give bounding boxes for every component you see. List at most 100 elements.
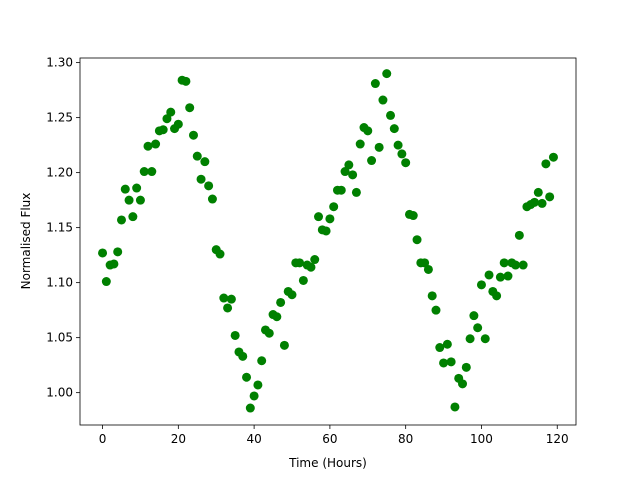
x-axis-label: Time (Hours) [288,456,367,470]
point [207,194,217,204]
x-tick-label: 20 [171,432,186,446]
point [158,125,168,135]
point [279,340,289,350]
point [469,311,479,321]
point [116,215,126,225]
point [298,275,308,285]
point [310,255,320,265]
point [181,76,191,86]
point [192,151,202,161]
x-tick-label: 0 [99,432,107,446]
y-axis-label: Normalised Flux [19,193,33,290]
point [219,293,229,303]
point [423,264,433,274]
point [253,380,263,390]
point [431,305,441,315]
point [245,403,255,413]
point [397,149,407,159]
point [101,277,111,287]
point [344,160,354,170]
point [276,297,286,307]
point [514,230,524,240]
point [204,181,214,191]
x-tick-label: 60 [322,432,337,446]
point [382,69,392,79]
x-tick-label: 120 [546,432,569,446]
point [518,260,528,270]
point [128,212,138,222]
point [492,291,502,301]
point [427,291,437,301]
point [378,95,388,105]
point [306,262,316,272]
point [151,139,161,149]
point [465,334,475,344]
point [461,362,471,372]
point [287,290,297,300]
point [230,330,240,340]
point [533,187,543,197]
point [325,214,335,224]
y-tick-label: 1.10 [46,276,73,290]
point [446,357,456,367]
point [295,258,305,268]
point [98,248,108,258]
point [329,202,339,212]
point [109,259,119,269]
point [173,119,183,129]
point [548,152,558,162]
point [363,126,373,136]
point [135,195,145,205]
point [336,185,346,195]
point [238,351,248,361]
plot-frame [79,57,577,426]
point [143,141,153,151]
point [351,187,361,197]
point [435,343,445,353]
point [499,258,509,268]
point [530,197,540,207]
point [272,312,282,322]
point [132,183,142,193]
point [476,280,486,290]
y-tick-label: 1.20 [46,166,73,180]
point [450,402,460,412]
point [314,212,324,222]
point [484,270,494,280]
point [545,192,555,202]
x-tick-label: 40 [246,432,261,446]
y-tick-label: 1.00 [46,386,73,400]
point [113,247,123,257]
point [503,271,513,281]
point [367,156,377,166]
point [162,114,172,124]
point [495,272,505,282]
point [511,260,521,270]
point [340,167,350,177]
point [321,226,331,236]
y-tick-label: 1.05 [46,331,73,345]
point [257,356,267,366]
point [196,174,206,184]
point [393,140,403,150]
point [389,124,399,134]
point [401,158,411,168]
point [120,184,130,194]
point [188,130,198,140]
point [537,198,547,208]
point [200,157,210,167]
x-tick-label: 80 [398,432,413,446]
point [226,294,236,304]
point [480,334,490,344]
point [408,211,418,221]
point [264,328,274,338]
y-tick-label: 1.25 [46,111,73,125]
point [355,139,365,149]
point [124,195,134,205]
point [166,107,176,117]
point [348,170,358,180]
point [386,110,396,120]
point [223,303,233,313]
point [442,339,452,349]
